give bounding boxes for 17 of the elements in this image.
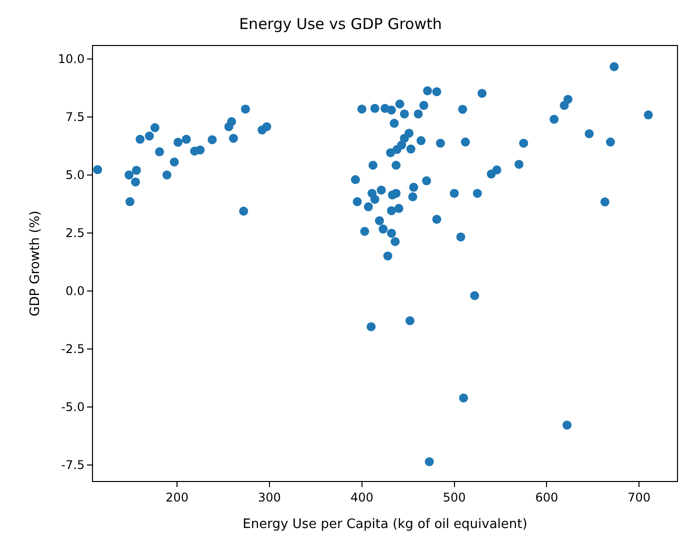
- x-tick-label: 600: [535, 490, 558, 504]
- x-tick-label: 300: [258, 490, 281, 504]
- x-tick-label: 400: [350, 490, 374, 504]
- x-tick-label: 200: [166, 490, 189, 504]
- y-tick-label: -7.5: [61, 458, 85, 472]
- y-tick-label: -2.5: [61, 342, 85, 356]
- chart-title: Energy Use vs GDP Growth: [239, 15, 442, 34]
- y-tick-label: 7.5: [66, 110, 85, 124]
- y-tick-label: -5.0: [61, 400, 85, 414]
- y-tick-label: 0.0: [66, 284, 85, 298]
- y-tick-label: 5.0: [66, 168, 85, 182]
- x-tick-label: 500: [442, 490, 466, 504]
- x-axis-title: Energy Use per Capita (kg of oil equivalent): [242, 517, 528, 532]
- x-tick-label: 700: [628, 490, 651, 504]
- y-tick-label: 2.5: [66, 226, 85, 240]
- y-tick-label: 10.0: [58, 52, 85, 66]
- y-axis-title: GDP Growth (%): [28, 210, 43, 316]
